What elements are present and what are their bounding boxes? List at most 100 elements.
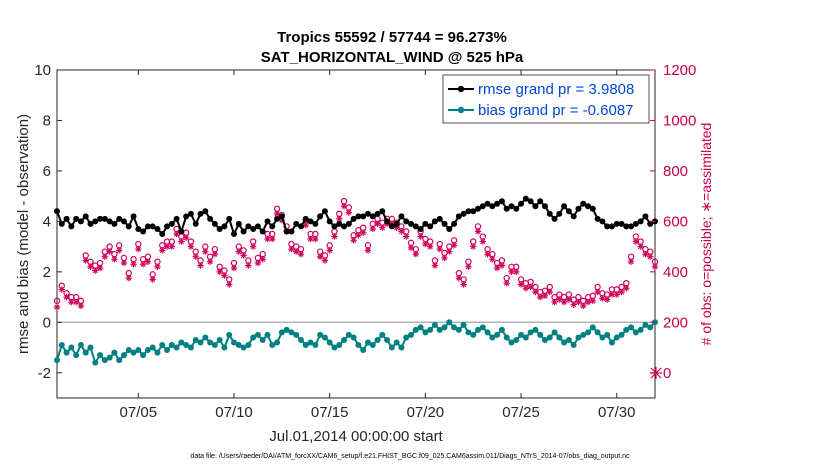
- bias-point: [240, 344, 247, 351]
- asterisk-stroke: [202, 249, 208, 255]
- assimilated-marker: [350, 237, 357, 244]
- bias-point: [77, 342, 84, 349]
- asterisk-stroke: [154, 264, 161, 270]
- bias-point: [388, 344, 395, 351]
- rmse-point: [202, 208, 209, 215]
- assimilated-marker: [139, 261, 147, 268]
- asterisk-stroke: [193, 254, 199, 260]
- x-tick-label: 07/10: [215, 404, 253, 421]
- bias-point: [317, 331, 324, 338]
- bias-point: [231, 339, 238, 346]
- asterisk-stroke: [599, 295, 606, 301]
- rmse-point: [178, 228, 185, 235]
- assimilated-marker: [460, 281, 467, 288]
- assimilated-marker: [235, 248, 242, 255]
- bias-point: [63, 349, 70, 356]
- rmse-point: [63, 215, 70, 222]
- rmse-point: [474, 205, 481, 212]
- assimilated-marker: [536, 293, 544, 301]
- bias-point: [202, 334, 209, 341]
- bias-point: [455, 326, 462, 333]
- rmse-point: [647, 220, 654, 227]
- rmse-point: [87, 220, 94, 227]
- y-left-tick-label: 4: [43, 213, 51, 230]
- assimilated-marker: [72, 298, 80, 306]
- bias-point: [207, 339, 214, 346]
- chart-subtitle: SAT_HORIZONTAL_WIND @ 525 hPa: [261, 49, 524, 66]
- bias-point: [331, 344, 338, 351]
- asterisk-stroke: [312, 236, 318, 242]
- bias-point: [632, 329, 639, 336]
- asterisk-stroke: [111, 256, 118, 262]
- asterisk-stroke: [647, 254, 653, 260]
- asterisk-stroke: [197, 262, 204, 269]
- bias-point: [618, 331, 625, 338]
- rmse-point: [92, 218, 99, 225]
- y-right-tick-label: 600: [663, 213, 688, 230]
- assimilated-marker: [517, 281, 525, 288]
- rmse-point: [384, 218, 391, 225]
- assimilated-marker: [436, 245, 443, 253]
- bias-point: [173, 344, 180, 351]
- rmse-point: [317, 213, 324, 220]
- rmse-point: [211, 220, 218, 227]
- assimilated-marker: [144, 258, 152, 265]
- rmse-point: [369, 213, 376, 220]
- rmse-point: [513, 205, 520, 212]
- possible-marker: [53, 297, 61, 305]
- rmse-point: [283, 228, 290, 235]
- rmse-point: [149, 223, 156, 230]
- rmse-point: [297, 223, 304, 230]
- assimilated-marker: [321, 257, 329, 264]
- asterisk-stroke: [456, 275, 462, 281]
- rmse-point: [307, 218, 314, 225]
- bias-point: [364, 339, 371, 346]
- bias-point: [178, 339, 185, 346]
- asterisk-stroke: [532, 289, 539, 295]
- bias-point: [197, 339, 204, 346]
- bias-point: [307, 339, 314, 346]
- assimilated-marker: [618, 288, 625, 296]
- bias-point: [527, 329, 534, 336]
- assimilated-marker: [484, 250, 491, 258]
- assimilated-marker: [53, 303, 61, 311]
- y-axis-left-label: rmse and bias (model - observation): [15, 114, 32, 354]
- bias-point: [341, 336, 348, 343]
- assimilated-marker: [163, 243, 171, 250]
- bias-point: [302, 342, 309, 349]
- asterisk-stroke: [331, 233, 338, 240]
- asterisk-stroke: [370, 226, 376, 232]
- asterisk-stroke: [97, 265, 103, 271]
- assimilated-marker: [221, 272, 228, 279]
- bias-point: [264, 331, 271, 338]
- asterisk-stroke: [484, 251, 491, 257]
- assimilated-marker: [101, 253, 109, 260]
- asterisk-stroke: [217, 269, 223, 275]
- rmse-point: [642, 213, 649, 220]
- assimilated-marker: [82, 257, 89, 264]
- rmse-point: [154, 225, 161, 232]
- assimilated-marker: [230, 264, 238, 272]
- asterisk-stroke: [556, 296, 562, 303]
- assimilated-marker: [331, 233, 338, 240]
- rmse-point: [135, 225, 142, 232]
- assimilated-marker: [527, 283, 534, 291]
- assimilated-marker: [87, 263, 94, 270]
- rmse-point: [388, 223, 395, 230]
- assimilated-marker: [182, 234, 190, 241]
- asterisk-stroke: [178, 238, 185, 245]
- asterisk-stroke: [642, 251, 649, 257]
- assimilated-marker: [431, 262, 439, 269]
- asterisk-stroke: [355, 232, 362, 238]
- asterisk-stroke: [169, 243, 175, 250]
- rmse-point: [412, 223, 419, 230]
- rmse-point: [364, 210, 371, 217]
- assimilated-marker: [326, 247, 333, 254]
- asterisk-stroke: [618, 289, 625, 295]
- y-right-tick-label: 1000: [663, 112, 696, 129]
- asterisk-stroke: [145, 259, 151, 265]
- bias-point: [360, 347, 367, 354]
- asterisk-stroke: [106, 249, 113, 255]
- asterisk-stroke: [580, 303, 586, 309]
- assimilated-marker: [632, 238, 640, 245]
